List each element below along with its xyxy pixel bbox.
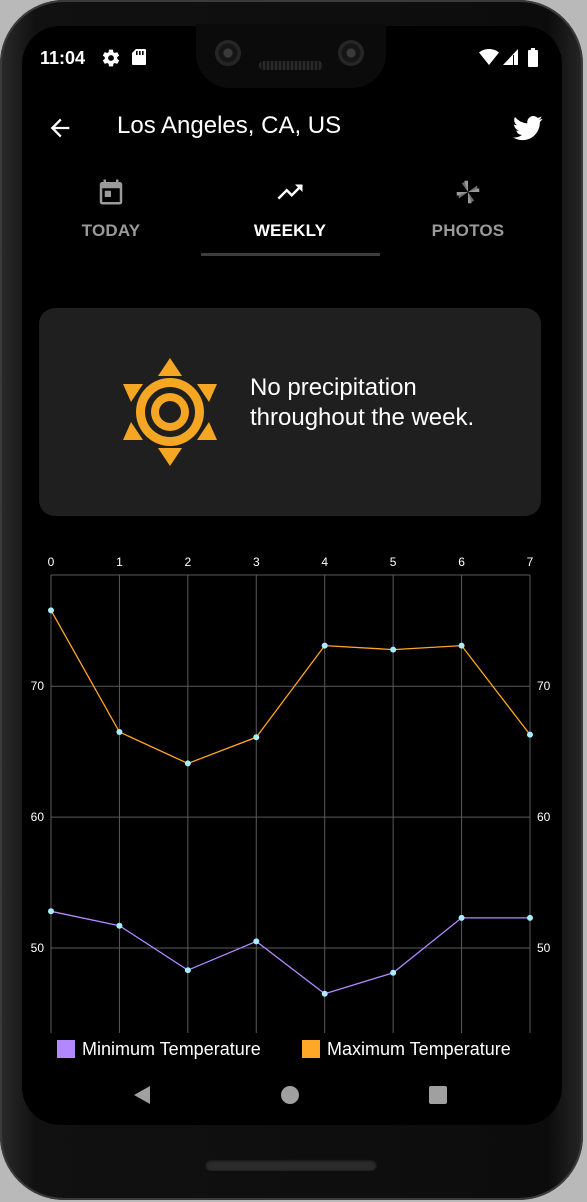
y-tick-label-right: 50 bbox=[537, 941, 551, 955]
front-camera-icon bbox=[338, 40, 364, 66]
min-temperature-point bbox=[48, 908, 54, 915]
precipitation-summary-card: No precipitation throughout the week. bbox=[39, 308, 541, 516]
x-tick-label: 2 bbox=[185, 555, 192, 569]
min-temperature-point bbox=[184, 967, 191, 974]
pinwheel-icon bbox=[456, 180, 480, 204]
front-camera-icon bbox=[215, 40, 241, 66]
settings-icon bbox=[102, 49, 120, 67]
page-title: Los Angeles, CA, US bbox=[117, 112, 342, 139]
chart-series bbox=[48, 607, 533, 997]
min-temperature-point bbox=[390, 969, 397, 976]
arrow-back-icon[interactable] bbox=[46, 114, 74, 142]
max-temperature-point bbox=[48, 607, 54, 614]
trending-up-icon bbox=[277, 184, 303, 200]
legend-swatch bbox=[302, 1040, 320, 1058]
y-tick-label-left: 60 bbox=[31, 810, 45, 824]
max-temperature-point bbox=[527, 731, 533, 738]
x-axis-ticks: 0 1 2 3 4 5 6 7 bbox=[48, 555, 534, 569]
max-temperature-point bbox=[116, 729, 123, 736]
legend-swatch bbox=[57, 1040, 75, 1058]
max-temperature-point bbox=[390, 646, 397, 653]
max-temperature-point bbox=[321, 642, 328, 649]
status-time: 11:04 bbox=[40, 48, 86, 68]
back-triangle-icon[interactable] bbox=[130, 1083, 154, 1107]
y-tick-label-left: 70 bbox=[31, 679, 45, 693]
x-tick-label: 1 bbox=[116, 555, 123, 569]
twitter-icon[interactable] bbox=[512, 113, 544, 143]
sd-card-icon bbox=[132, 49, 146, 65]
x-tick-label: 3 bbox=[253, 555, 260, 569]
max-temperature-point bbox=[253, 734, 260, 741]
legend-label: Maximum Temperature bbox=[327, 1039, 511, 1059]
tab-photos[interactable]: PHOTOS bbox=[379, 170, 557, 254]
min-temperature-point bbox=[527, 914, 533, 921]
tab-label: TODAY bbox=[81, 221, 141, 240]
system-nav-bar bbox=[22, 1070, 562, 1120]
recents-square-icon[interactable] bbox=[426, 1083, 450, 1107]
tab-bar: TODAY WEEKLY PHOTOS bbox=[22, 170, 562, 260]
calendar-icon bbox=[99, 179, 123, 205]
x-tick-label: 4 bbox=[321, 555, 328, 569]
tab-label: WEEKLY bbox=[253, 221, 327, 240]
weekly-temperature-chart: 0 1 2 3 4 5 6 7 50 50 60 60 70 70 bbox=[31, 555, 551, 1033]
home-circle-icon[interactable] bbox=[278, 1083, 302, 1107]
min-temperature-line bbox=[50, 910, 530, 995]
y-tick-label-left: 50 bbox=[31, 941, 45, 955]
y-axis-ticks: 50 50 60 60 70 70 bbox=[31, 679, 551, 955]
earpiece-speaker bbox=[259, 61, 323, 70]
wifi-icon bbox=[479, 49, 499, 65]
y-tick-label-right: 70 bbox=[537, 679, 551, 693]
x-tick-label: 5 bbox=[390, 555, 397, 569]
min-temperature-point bbox=[116, 922, 123, 929]
max-temperature-line bbox=[50, 610, 531, 765]
min-temperature-point bbox=[321, 990, 328, 997]
precipitation-summary-text: No precipitation throughout the week. bbox=[250, 374, 475, 431]
max-temperature-point bbox=[458, 642, 465, 649]
tab-label: PHOTOS bbox=[431, 221, 505, 240]
chart-grid bbox=[50, 574, 531, 1033]
bottom-speaker bbox=[205, 1159, 377, 1171]
tab-weekly[interactable]: WEEKLY bbox=[201, 170, 379, 254]
tab-today[interactable]: TODAY bbox=[22, 170, 200, 254]
cell-signal-icon bbox=[503, 49, 518, 65]
x-tick-label: 0 bbox=[48, 555, 55, 569]
min-temperature-point bbox=[253, 938, 260, 945]
battery-icon bbox=[528, 48, 538, 67]
status-bar: 11:04 bbox=[40, 46, 545, 70]
x-tick-label: 6 bbox=[458, 555, 465, 569]
max-temperature-point bbox=[184, 760, 191, 767]
x-tick-label: 7 bbox=[527, 555, 534, 569]
y-tick-label-right: 60 bbox=[537, 810, 551, 824]
app-bar: Los Angeles, CA, US bbox=[0, 108, 587, 148]
sun-icon bbox=[123, 358, 217, 466]
min-temperature-point bbox=[458, 914, 465, 921]
legend-label: Minimum Temperature bbox=[82, 1039, 261, 1059]
active-tab-indicator bbox=[201, 253, 380, 256]
